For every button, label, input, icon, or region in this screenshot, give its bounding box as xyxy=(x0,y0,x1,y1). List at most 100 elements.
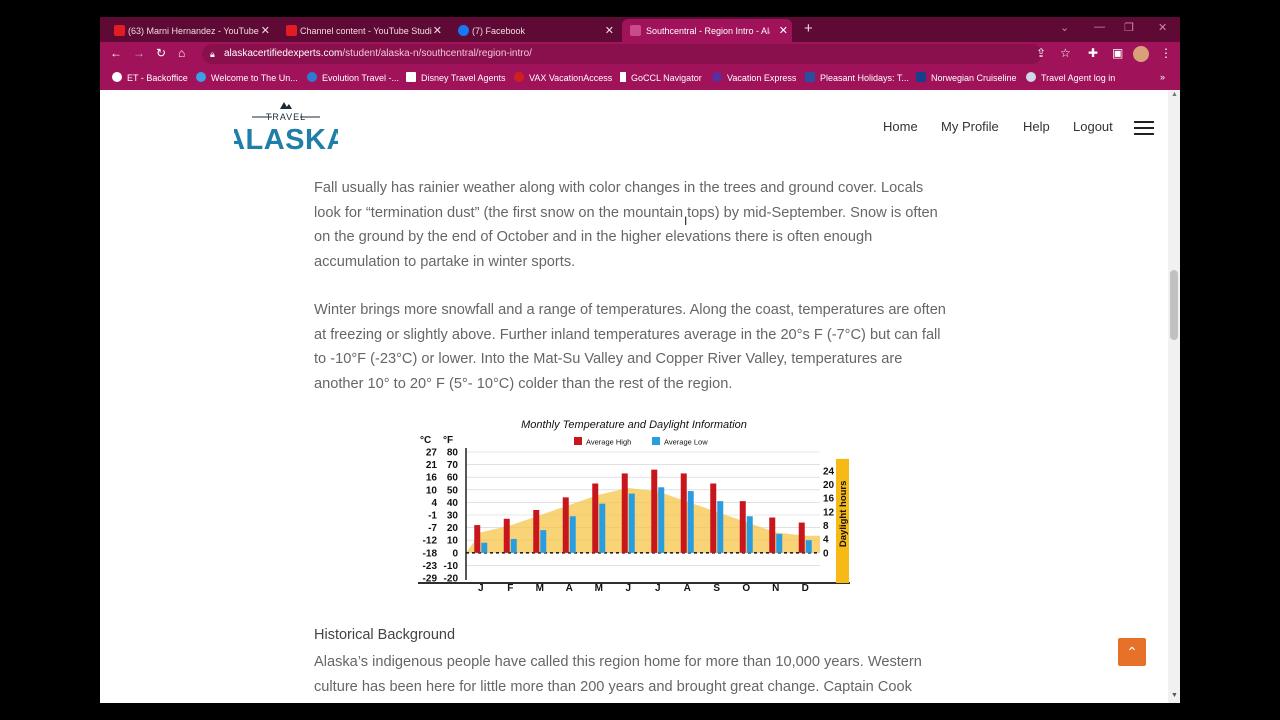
bookmark-item[interactable]: Disney Travel Agents xyxy=(406,72,506,83)
tab-southcentral[interactable]: Southcentral - Region Intro - Ala ✕ xyxy=(622,19,792,42)
y-tick-label-c: 16 xyxy=(426,473,438,484)
y-tick-label-c: 27 xyxy=(426,448,438,459)
paragraph-history: Alaska’s indigenous people have called t… xyxy=(314,654,922,695)
close-icon[interactable]: ✕ xyxy=(260,25,270,37)
y-tick-label-f: 0 xyxy=(452,548,458,559)
bookmark-item[interactable]: Norwegian Cruiseline xyxy=(916,72,1017,83)
youtube-studio-icon xyxy=(286,25,297,36)
bar-high xyxy=(562,497,569,553)
temperature-daylight-chart: Monthly Temperature and Daylight Informa… xyxy=(418,419,850,594)
x-tick-label: S xyxy=(713,583,720,594)
back-icon[interactable]: ← xyxy=(110,46,122,60)
bar-low xyxy=(687,491,694,553)
site-icon xyxy=(630,25,641,36)
page-scrollbar[interactable]: ▲ ▼ xyxy=(1168,90,1180,703)
tab-search-icon[interactable]: ⌄ xyxy=(1060,22,1070,34)
y-tick-label-c: 4 xyxy=(431,498,437,509)
close-icon[interactable]: ✕ xyxy=(604,25,614,37)
reload-icon[interactable]: ↻ xyxy=(156,46,167,60)
hamburger-menu-icon[interactable] xyxy=(1134,121,1154,135)
nav-my-profile[interactable]: My Profile xyxy=(941,119,999,134)
y-tick-label-f: 30 xyxy=(447,511,459,522)
axis-unit-f: °F xyxy=(443,435,453,446)
minimize-button[interactable]: — xyxy=(1094,21,1105,33)
back-to-top-button[interactable]: ⌃ xyxy=(1118,638,1146,666)
bookmark-icon xyxy=(1026,72,1036,82)
bar-high xyxy=(621,473,628,553)
scrollbar-thumb[interactable] xyxy=(1170,270,1178,340)
logo-travel-text: TRAVEL xyxy=(266,112,306,122)
travel-alaska-logo[interactable]: TRAVEL ALASKA xyxy=(234,99,338,159)
bookmark-item[interactable]: Vacation Express xyxy=(712,72,796,83)
close-window-button[interactable]: ✕ xyxy=(1158,22,1168,34)
historical-background-heading: Historical Background xyxy=(314,627,456,643)
x-tick-label: M xyxy=(595,583,603,594)
bar-low xyxy=(658,487,665,553)
side-panel-icon[interactable]: ▣ xyxy=(1112,46,1124,60)
y-tick-label-c: -23 xyxy=(423,561,438,572)
mountain-icon xyxy=(280,102,288,109)
bar-low xyxy=(569,516,576,553)
y-tick-label-f: 80 xyxy=(447,448,459,459)
web-page: TRAVEL ALASKA Home My Profile Help Logou… xyxy=(100,90,1168,703)
url-host: alaskacertifiedexperts.com xyxy=(224,48,343,59)
home-icon[interactable]: ⌂ xyxy=(178,46,186,60)
nav-help[interactable]: Help xyxy=(1023,119,1050,134)
chart-title: Monthly Temperature and Daylight Informa… xyxy=(521,419,747,431)
scroll-down-icon[interactable]: ▼ xyxy=(1171,692,1178,699)
nav-logout[interactable]: Logout xyxy=(1073,119,1113,134)
paragraph-winter: Winter brings more snowfall and a range … xyxy=(314,302,946,392)
youtube-icon xyxy=(114,25,125,36)
legend-label: Average High xyxy=(586,438,631,447)
menu-kebab-icon[interactable]: ⋮ xyxy=(1160,46,1172,60)
more-bookmarks-icon[interactable]: » xyxy=(1160,72,1166,82)
profile-avatar[interactable] xyxy=(1133,46,1149,62)
close-icon[interactable]: ✕ xyxy=(432,25,442,37)
share-icon[interactable]: ⇪ xyxy=(1036,46,1047,60)
address-bar[interactable]: 🔒︎ alaskacertifiedexperts.com/student/al… xyxy=(202,44,1042,64)
facebook-icon xyxy=(458,25,469,36)
text-cursor-icon: I xyxy=(684,214,688,228)
tab-youtube[interactable]: (63) Marni Hernandez - YouTube ✕ xyxy=(112,19,274,42)
bar-high xyxy=(769,517,776,553)
bookmark-icon xyxy=(406,72,416,82)
bookmark-item[interactable]: Welcome to The Un... xyxy=(196,72,298,83)
bar-high xyxy=(680,473,687,553)
y-tick-label-c: 10 xyxy=(426,485,438,496)
bookmark-item[interactable]: Travel Agent log in xyxy=(1026,72,1115,83)
tab-title: Southcentral - Region Intro - Ala xyxy=(646,25,770,36)
scroll-up-icon[interactable]: ▲ xyxy=(1171,91,1178,98)
y-tick-label-c: -12 xyxy=(423,536,438,547)
bookmark-item[interactable]: GoCCL Navigator xyxy=(620,72,702,83)
bookmark-star-icon[interactable]: ☆ xyxy=(1060,46,1071,60)
tab-title: Channel content - YouTube Studi xyxy=(300,25,432,36)
url-path: /student/alaska-n/southcentral/region-in… xyxy=(342,48,532,59)
paragraph-fall: Fall usually has rainier weather along w… xyxy=(314,180,938,270)
nav-home[interactable]: Home xyxy=(883,119,918,134)
legend-swatch xyxy=(652,437,660,445)
maximize-button[interactable]: ❐ xyxy=(1124,22,1134,34)
close-icon[interactable]: ✕ xyxy=(778,25,788,37)
bookmark-icon xyxy=(514,72,524,82)
x-tick-label: A xyxy=(566,583,573,594)
bookmark-item[interactable]: ET - Backoffice xyxy=(112,72,188,83)
new-tab-button[interactable]: + xyxy=(804,20,813,37)
extensions-icon[interactable]: ✚ xyxy=(1088,46,1099,60)
bookmark-item[interactable]: Evolution Travel -... xyxy=(307,72,399,83)
x-tick-label: F xyxy=(507,583,513,594)
bookmark-icon xyxy=(196,72,206,82)
y-tick-label-f: 50 xyxy=(447,485,459,496)
forward-icon[interactable]: → xyxy=(133,46,145,60)
bookmark-item[interactable]: VAX VacationAccess xyxy=(514,72,612,83)
y-tick-label-f: -20 xyxy=(444,574,459,585)
tab-facebook[interactable]: (7) Facebook ✕ xyxy=(456,19,618,42)
lock-icon: 🔒︎ xyxy=(210,49,215,59)
bar-low xyxy=(746,516,753,553)
bookmark-icon xyxy=(620,72,626,82)
tab-strip: (63) Marni Hernandez - YouTube ✕ Channel… xyxy=(100,17,1180,42)
tab-youtube-studio[interactable]: Channel content - YouTube Studi ✕ xyxy=(284,19,446,42)
x-tick-label: D xyxy=(802,583,809,594)
bar-high xyxy=(651,469,658,553)
legend-swatch xyxy=(574,437,582,445)
bookmark-item[interactable]: Pleasant Holidays: T... xyxy=(805,72,909,83)
